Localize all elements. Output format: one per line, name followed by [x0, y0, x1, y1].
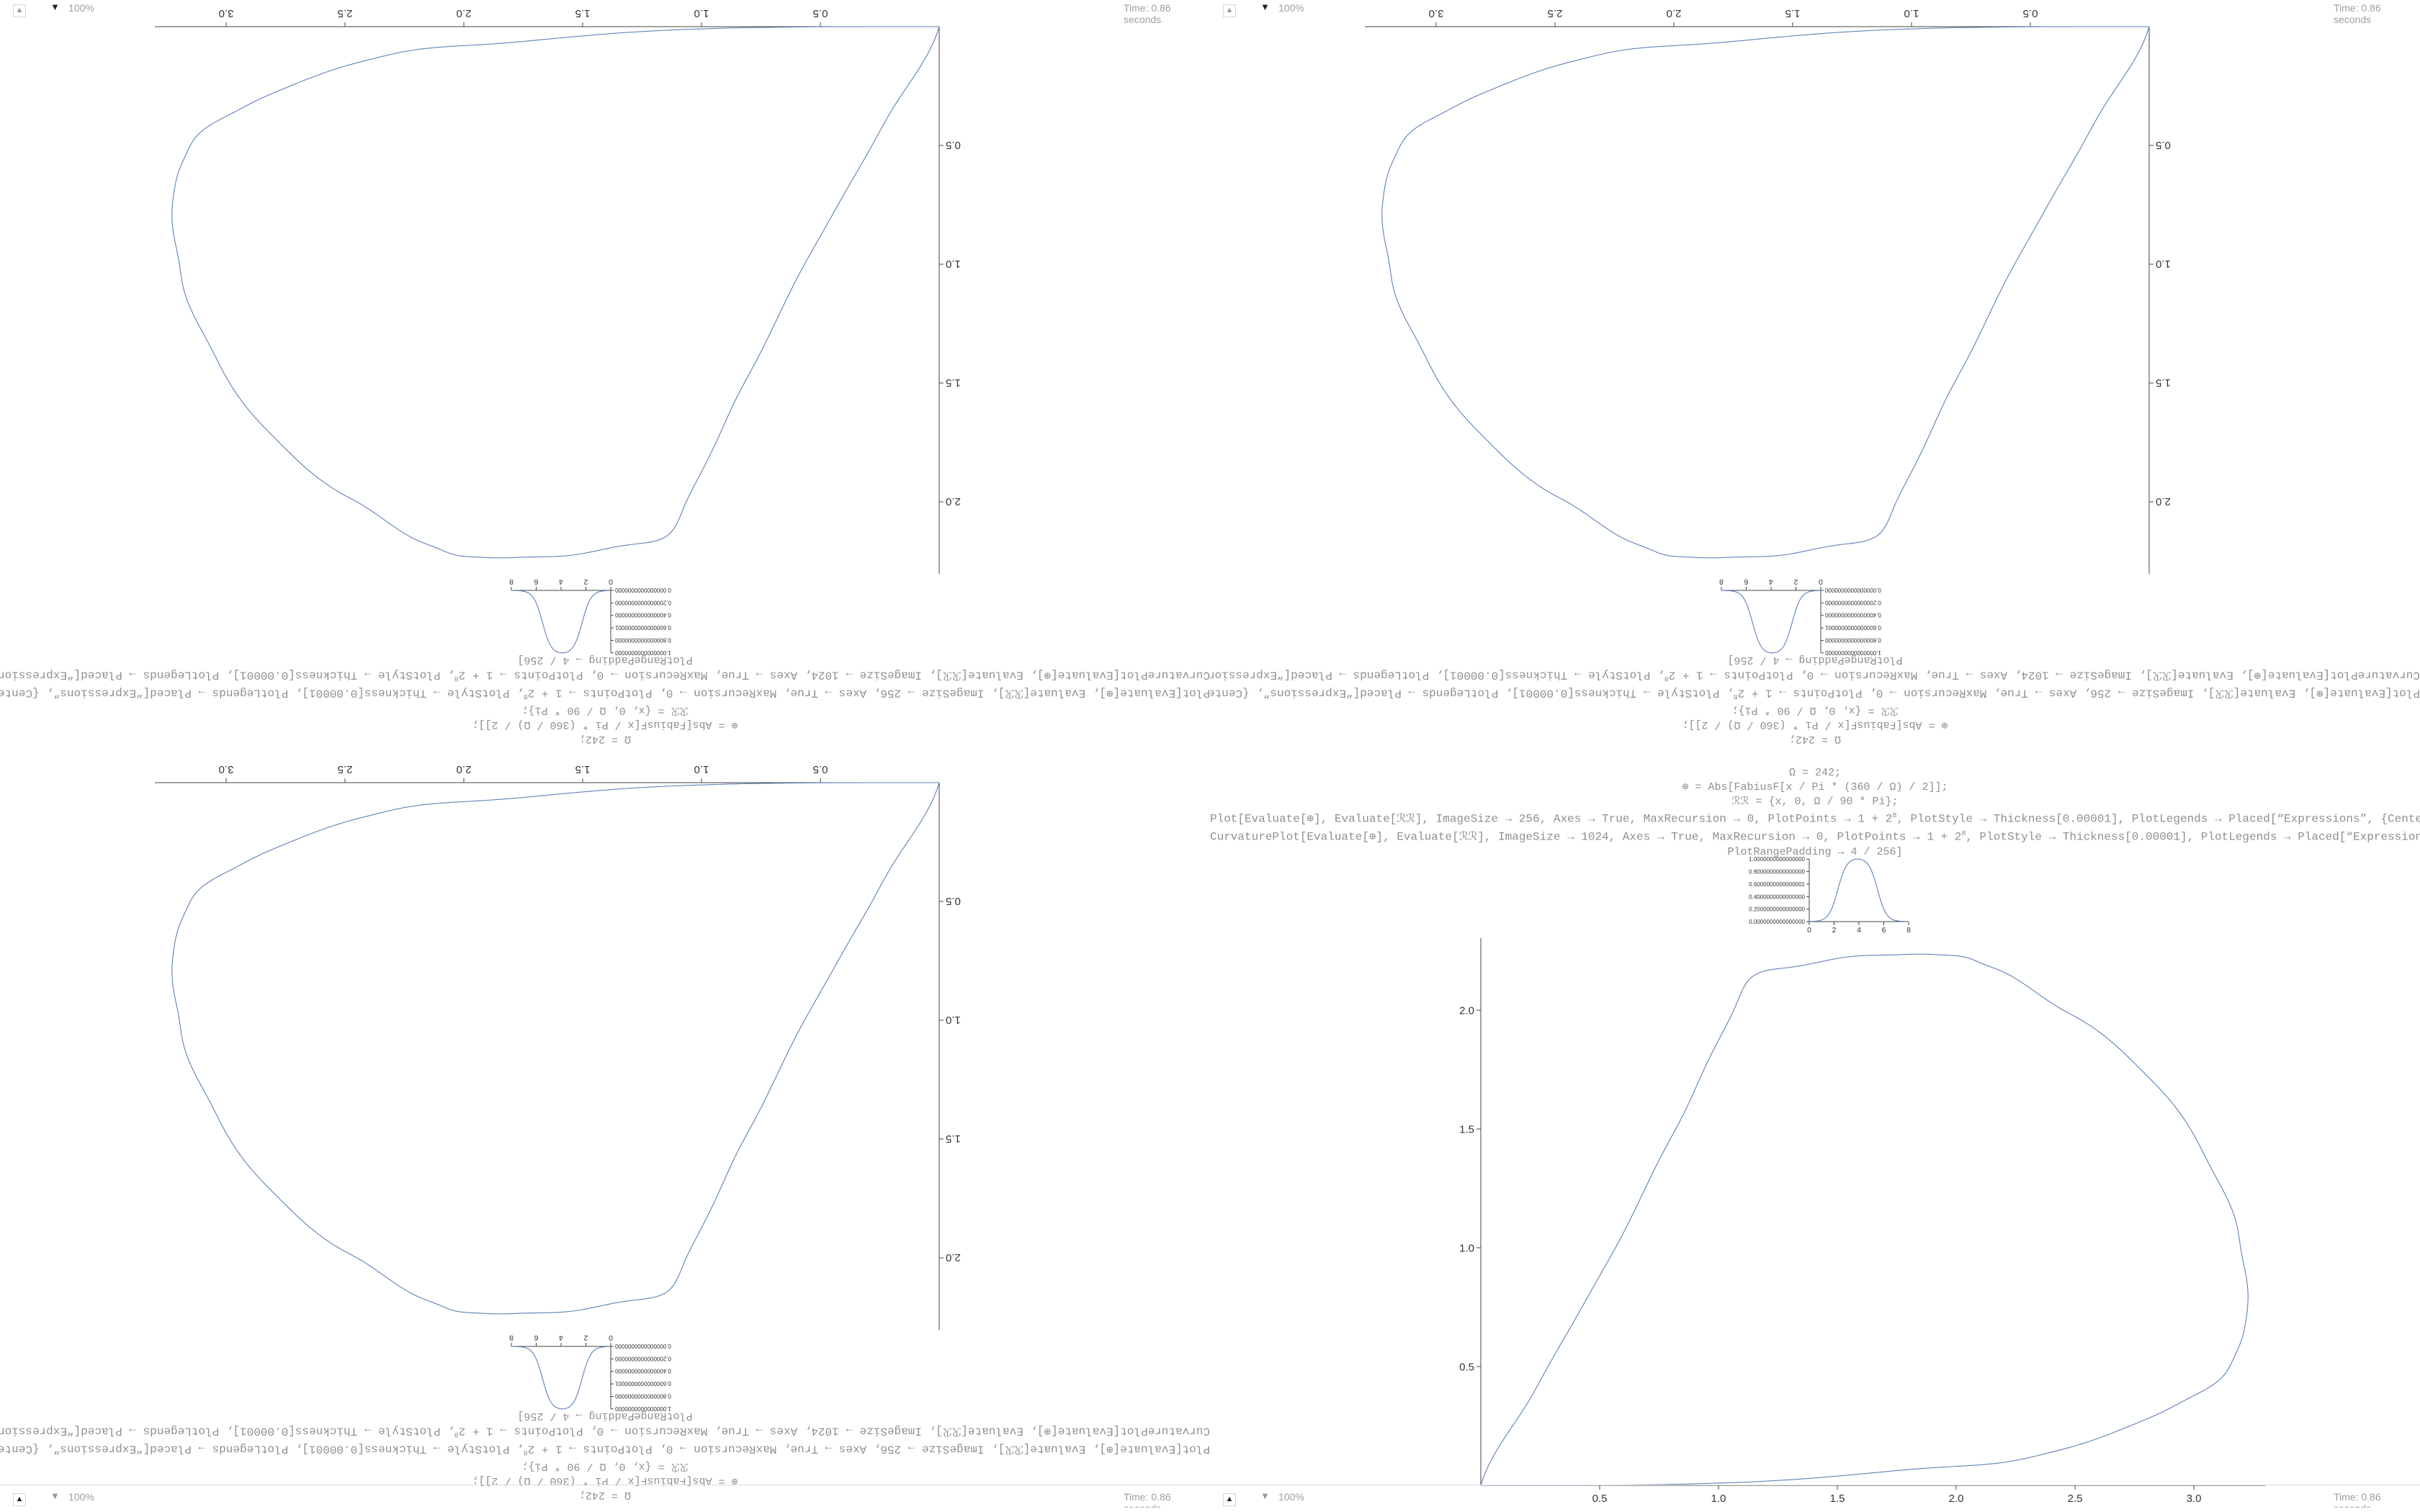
svg-text:8: 8 [1906, 926, 1911, 935]
svg-text:0.0000000000000000: 0.0000000000000000 [1824, 587, 1881, 593]
svg-text:0.2000000000000000: 0.2000000000000000 [1749, 906, 1805, 913]
svg-text:0: 0 [1807, 926, 1811, 935]
svg-text:2: 2 [1832, 926, 1837, 935]
svg-text:0.8000000000000000: 0.8000000000000000 [1749, 869, 1805, 876]
svg-text:1.5: 1.5 [2156, 377, 2171, 389]
svg-text:0.6000000000000001: 0.6000000000000001 [1824, 624, 1881, 631]
svg-text:1.0: 1.0 [1459, 1242, 1474, 1254]
svg-text:0.8000000000000000: 0.8000000000000000 [1824, 636, 1881, 643]
svg-text:1.5: 1.5 [1459, 1123, 1474, 1135]
svg-text:2.0: 2.0 [1459, 1004, 1474, 1017]
svg-text:1.0000000000000000: 1.0000000000000000 [1824, 649, 1881, 656]
svg-text:2.0: 2.0 [2156, 495, 2171, 508]
svg-text:8: 8 [1719, 577, 1724, 586]
svg-text:0.2000000000000000: 0.2000000000000000 [1824, 599, 1881, 606]
svg-text:0.4000000000000000: 0.4000000000000000 [1824, 612, 1881, 618]
svg-text:1.0: 1.0 [2156, 258, 2171, 270]
svg-text:0.6000000000000001: 0.6000000000000001 [1749, 881, 1805, 888]
svg-text:4: 4 [1857, 926, 1861, 935]
svg-text:0.0000000000000000: 0.0000000000000000 [1749, 919, 1805, 925]
svg-text:6: 6 [1882, 926, 1886, 935]
svg-text:4: 4 [1769, 577, 1773, 586]
svg-text:0.5: 0.5 [1459, 1361, 1474, 1373]
svg-text:2: 2 [1793, 577, 1798, 586]
svg-text:0.5: 0.5 [2156, 139, 2171, 151]
svg-text:6: 6 [1744, 577, 1748, 586]
svg-text:0: 0 [1819, 577, 1823, 586]
svg-text:1.0000000000000000: 1.0000000000000000 [1749, 856, 1805, 863]
svg-text:0.4000000000000000: 0.4000000000000000 [1749, 894, 1805, 900]
